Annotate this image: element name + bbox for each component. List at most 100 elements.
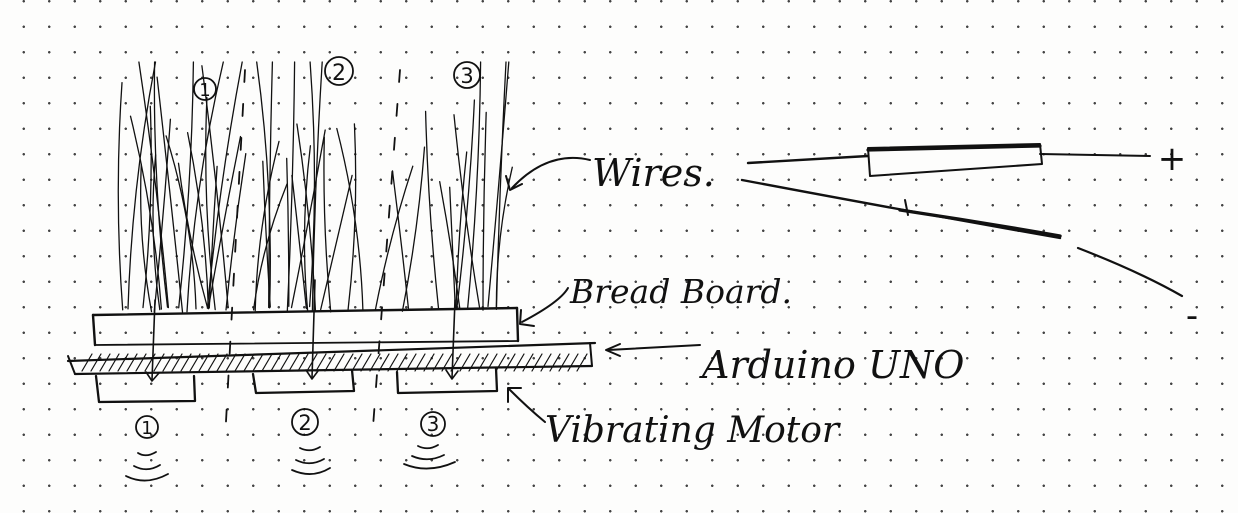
wire-bundle [117, 61, 513, 313]
wire-strand [291, 174, 308, 310]
svg-text:3: 3 [460, 64, 473, 88]
wire-strand [177, 162, 208, 308]
arduino-hatch-line [315, 353, 327, 372]
svg-text:2: 2 [332, 61, 346, 86]
positive-terminal-label: + [1158, 139, 1187, 179]
wire-strand [153, 61, 169, 308]
arduino-hatch-line [468, 353, 480, 372]
arduino-hatch-line [387, 353, 399, 372]
wire-strand [262, 160, 271, 308]
arduino-hatch-line [288, 353, 300, 372]
arduino-hatch-line [423, 353, 435, 372]
arduino-hatch-line [270, 353, 282, 372]
wire-strand [254, 140, 280, 312]
callout-leaders [505, 156, 701, 423]
motor-number-3: 3 [420, 411, 446, 437]
wire-group-number-2: 2 [324, 56, 354, 86]
arduino-hatch-line [396, 353, 408, 372]
arduino-hatch-line [441, 353, 453, 372]
arduino-hatch-line [531, 353, 543, 372]
arduino-hatch-line [99, 353, 111, 372]
arduino-hatch-line [216, 353, 228, 372]
wire-strand [466, 61, 482, 310]
wire-strand [286, 61, 296, 313]
arduino-hatch-line [459, 353, 471, 372]
arduino-hatch-line [279, 353, 291, 372]
svg-text:3: 3 [427, 412, 440, 436]
arduino-hatch-line [495, 353, 507, 372]
wire-strand [336, 127, 364, 312]
arduino-hatch-line [369, 353, 381, 372]
wire-strand [456, 99, 476, 311]
arduino-hatch-line [567, 353, 579, 372]
motor-number-1: 1 [135, 415, 159, 439]
wire-strand [453, 114, 481, 308]
arduino-hatch-line [117, 353, 129, 372]
arduino-hatch-line [378, 353, 390, 372]
wire-strand [347, 123, 357, 311]
arduino-hatch-line [360, 353, 372, 372]
svg-text:1: 1 [199, 80, 210, 101]
motor-lead-arrows [145, 279, 459, 382]
arduino-hatch-line [414, 353, 426, 372]
arduino-hatch-line [522, 353, 534, 372]
arduino-hatch-line [405, 353, 417, 372]
wire-strand [117, 82, 124, 311]
arduino-hatch-line [576, 353, 588, 372]
arduino-hatch-line [351, 353, 363, 372]
wire-strand [455, 151, 468, 310]
arduino-hatch-line [207, 353, 219, 372]
wire-group-number-3: 3 [453, 61, 481, 89]
arduino-hatch-line [513, 353, 525, 372]
wire-group-number-1: 1 [193, 77, 217, 101]
wire-strand [401, 146, 426, 312]
wire-strand [482, 111, 487, 311]
wire-strand [138, 61, 170, 309]
wire-strand [153, 118, 172, 313]
wire-strand [256, 61, 271, 309]
arduino-hatch-line [324, 353, 336, 372]
arduino-hatch-line [108, 353, 120, 372]
arduino-hatch-line [198, 353, 210, 372]
arduino-hatch-line [135, 353, 147, 372]
motor-number-2: 2 [291, 408, 319, 436]
negative-terminal-label: - [1186, 296, 1198, 336]
wire-strand [374, 165, 414, 311]
arduino-hatch-line [486, 353, 498, 372]
wire-strand [208, 165, 218, 309]
wire-strand [178, 61, 195, 309]
wire-strand [127, 61, 157, 310]
vibration-marks [125, 444, 456, 482]
arduino-hatch-line [261, 353, 273, 372]
wire-strand [439, 180, 461, 310]
wire-strand [449, 186, 456, 309]
arduino-hatch-line [189, 353, 201, 372]
arduino-hatch-line [162, 353, 174, 372]
label-wires: Wires. [592, 151, 715, 195]
arduino-hatch-line [558, 353, 570, 372]
arduino-board [66, 341, 597, 376]
arduino-hatch-line [549, 353, 561, 372]
wire-strand [165, 135, 197, 310]
wire-strand [391, 170, 410, 309]
arduino-hatch-line [81, 353, 93, 372]
arduino-hatch-line [225, 353, 237, 372]
arduino-hatch-line [333, 353, 345, 372]
arduino-hatch-line [432, 353, 444, 372]
label-arduino-uno: Arduino UNO [699, 343, 964, 387]
wire-detail [740, 143, 1184, 298]
arduino-hatch-line [171, 353, 183, 372]
arduino-hatch-line [342, 353, 354, 372]
vibrating-motor-2 [251, 368, 356, 395]
group-separators [224, 69, 401, 441]
arduino-hatch-line [180, 353, 192, 372]
wire-strand [156, 76, 184, 313]
wire-strand [206, 61, 243, 309]
arduino-hatch-line [540, 353, 552, 372]
svg-text:2: 2 [298, 411, 311, 435]
wire-strand [142, 105, 152, 309]
vibrating-motor-1 [94, 374, 197, 404]
bread-board [91, 306, 520, 347]
arduino-hatch-line [243, 353, 255, 372]
